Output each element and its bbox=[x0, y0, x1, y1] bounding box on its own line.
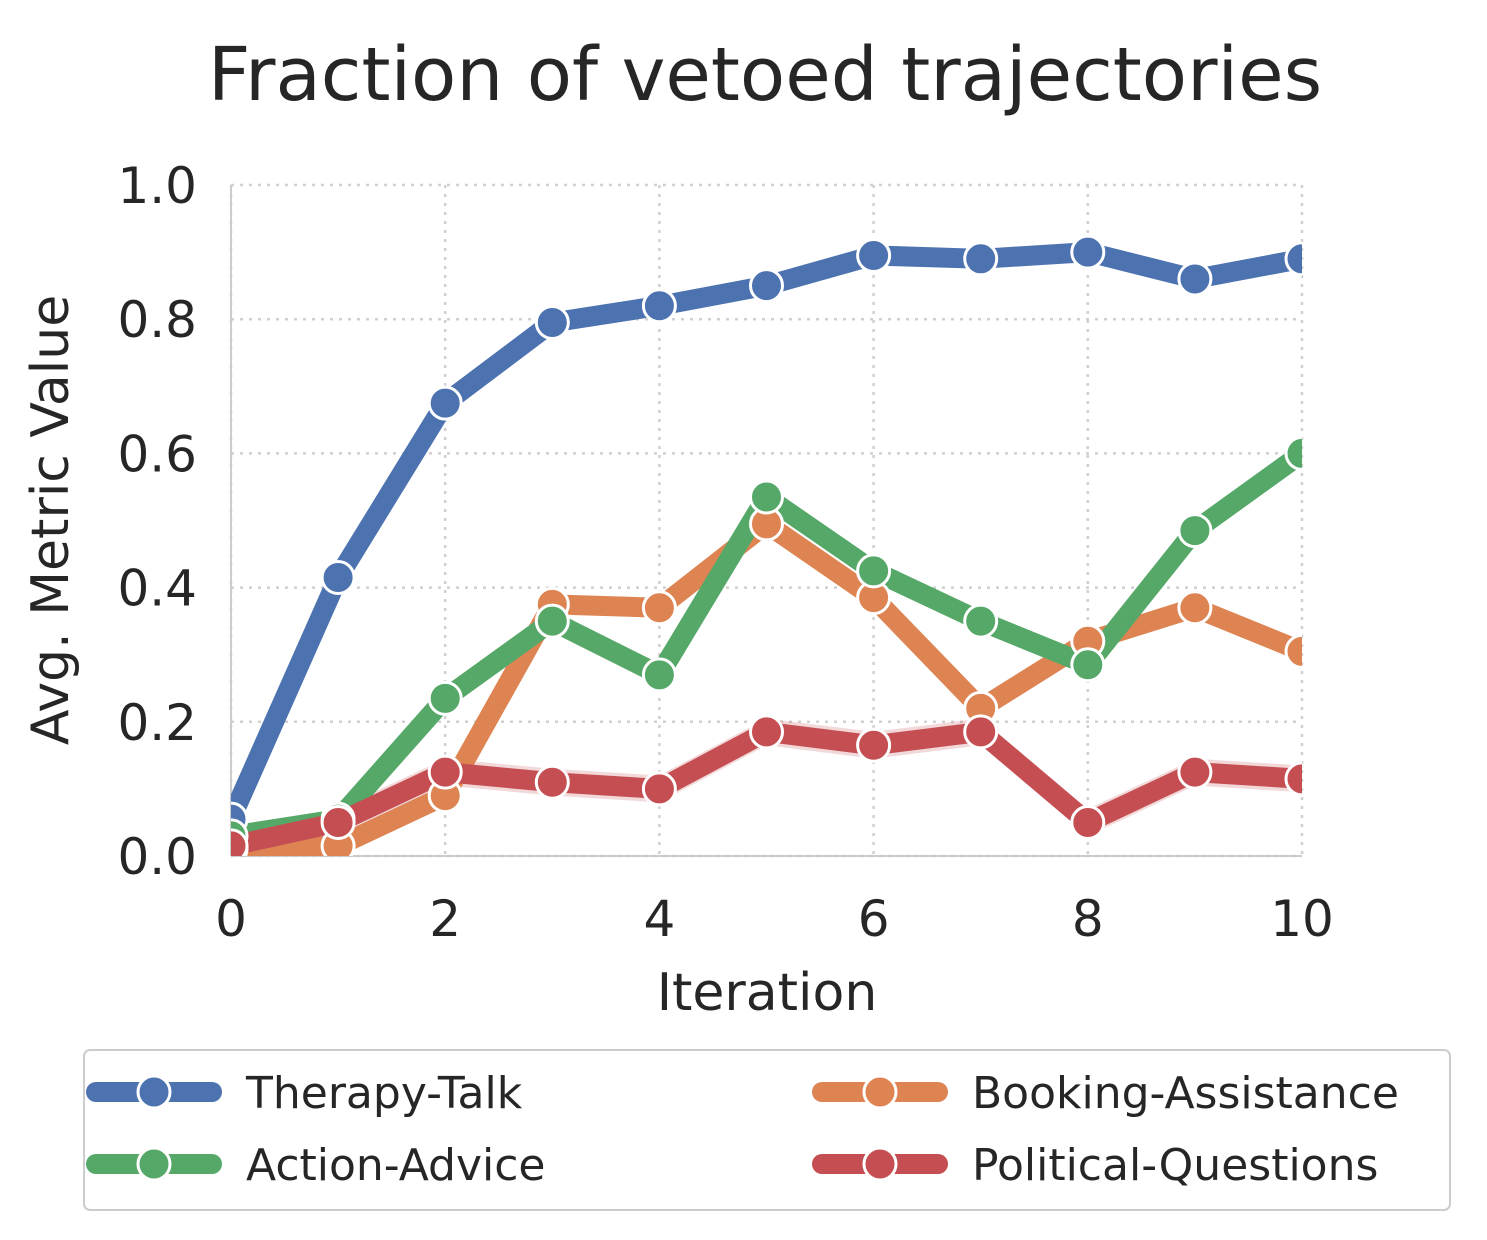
action-advice-point bbox=[1177, 513, 1213, 549]
action-advice-point bbox=[963, 603, 999, 639]
therapy-talk-point bbox=[1177, 261, 1213, 297]
y-tick-label: 0.6 bbox=[117, 425, 197, 483]
action-advice-legend-marker bbox=[136, 1146, 172, 1182]
y-tick-label: 0.2 bbox=[117, 694, 197, 752]
action-advice-legend-label: Action-Advice bbox=[246, 1140, 546, 1191]
action-advice-point bbox=[641, 657, 677, 693]
political-questions-point bbox=[231, 828, 249, 856]
action-advice-point bbox=[749, 479, 784, 515]
therapy-talk-legend-label: Therapy-Talk bbox=[245, 1068, 523, 1119]
political-questions-point bbox=[856, 727, 892, 763]
political-questions-point bbox=[749, 714, 784, 750]
political-questions-point bbox=[1177, 754, 1213, 790]
series-lines bbox=[231, 242, 1302, 856]
y-tick-label: 1.0 bbox=[117, 157, 197, 215]
x-axis-label: Iteration bbox=[657, 963, 878, 1023]
action-advice-point bbox=[1070, 647, 1106, 683]
therapy-talk-point bbox=[856, 237, 892, 273]
action-advice-point bbox=[1284, 435, 1302, 471]
tick-labels: 0 2 4 6 8 10 0.0 0.2 0.4 0.6 0.8 1.0 bbox=[117, 157, 1333, 948]
therapy-talk-point bbox=[320, 560, 356, 596]
series-markers bbox=[231, 234, 1302, 856]
chart-title: Fraction of vetoed trajectories bbox=[208, 32, 1322, 118]
therapy-talk-legend-marker bbox=[136, 1074, 172, 1110]
political-questions-point bbox=[963, 714, 999, 750]
y-tick-label: 0.0 bbox=[117, 828, 197, 886]
booking-assistance-point bbox=[641, 590, 677, 626]
therapy-talk-point bbox=[641, 288, 677, 324]
y-tick-label: 0.8 bbox=[117, 291, 197, 349]
political-questions-point bbox=[1284, 761, 1302, 797]
booking-assistance-point bbox=[1177, 590, 1213, 626]
political-questions-point bbox=[320, 804, 356, 840]
political-questions-legend-label: Political-Questions bbox=[972, 1140, 1378, 1191]
political-questions-point bbox=[427, 754, 463, 790]
political-questions-point bbox=[641, 771, 677, 807]
action-advice-point bbox=[856, 553, 892, 589]
therapy-talk-point bbox=[427, 385, 463, 421]
booking-assistance-legend-label: Booking-Assistance bbox=[972, 1068, 1399, 1119]
therapy-talk-point bbox=[1070, 234, 1106, 270]
x-tick-label: 0 bbox=[215, 890, 247, 948]
action-advice-point bbox=[427, 680, 463, 716]
y-axis-label: Avg. Metric Value bbox=[21, 295, 81, 745]
axes bbox=[230, 185, 1302, 857]
booking-assistance-point bbox=[1284, 633, 1302, 669]
therapy-talk-point bbox=[534, 305, 570, 341]
x-tick-label: 6 bbox=[858, 890, 890, 948]
political-questions-legend-marker bbox=[862, 1146, 898, 1182]
action-advice-point bbox=[534, 603, 570, 639]
legend: Therapy-Talk Booking-Assistance Action-Adv… bbox=[83, 1049, 1451, 1211]
x-tick-label: 4 bbox=[643, 890, 675, 948]
political-questions-point bbox=[534, 764, 570, 800]
therapy-talk-point bbox=[1284, 241, 1302, 277]
x-tick-label: 8 bbox=[1072, 890, 1104, 948]
booking-assistance-legend-marker bbox=[862, 1074, 898, 1110]
x-tick-label: 10 bbox=[1270, 890, 1334, 948]
x-tick-label: 2 bbox=[429, 890, 461, 948]
legend-box bbox=[83, 1049, 1451, 1211]
y-tick-label: 0.4 bbox=[117, 560, 197, 618]
political-questions-point bbox=[1070, 804, 1106, 840]
therapy-talk-point bbox=[963, 241, 999, 277]
therapy-talk-point bbox=[749, 268, 784, 304]
